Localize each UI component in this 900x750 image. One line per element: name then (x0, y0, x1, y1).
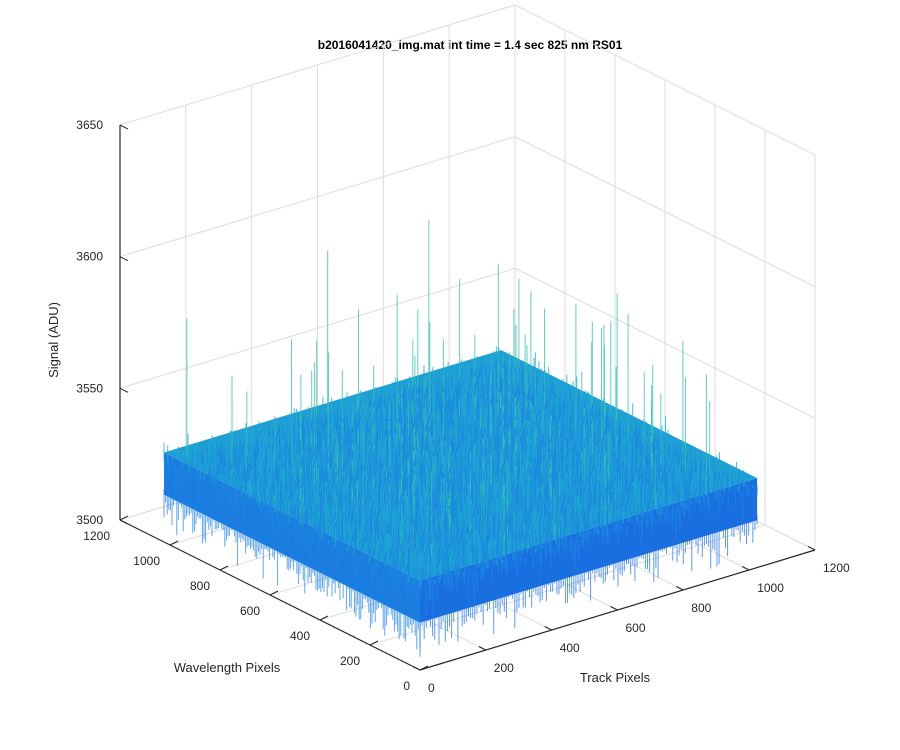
surface-layer (163, 220, 758, 657)
surface-front-face-x0 (164, 452, 420, 623)
chart-title: b2016041420_img.mat int time = 1.4 sec 8… (318, 38, 623, 52)
grid-line-z (119, 136, 816, 288)
grid-line-z (119, 4, 816, 156)
